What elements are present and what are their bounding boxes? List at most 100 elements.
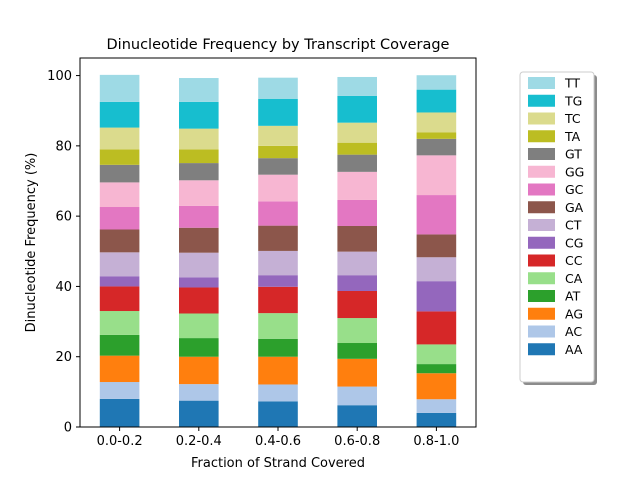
legend-label-gg: GG [565,164,584,179]
bar-tc-0 [99,127,140,150]
bar-ct-2 [258,250,298,276]
bar-cc-1 [179,287,219,314]
bar-gt-3 [337,154,377,172]
bar-aa-0 [99,398,140,427]
bar-gc-0 [99,207,140,230]
bar-ta-4 [416,132,457,139]
chart-title: Dinucleotide Frequency by Transcript Cov… [107,37,450,53]
bar-gt-1 [179,163,219,181]
bar-cg-1 [179,277,219,288]
bar-ct-3 [337,251,377,276]
legend-swatch-aa [528,343,555,356]
bar-cg-2 [258,275,298,287]
bar-aa-1 [179,400,219,427]
x-tick-label: 0.4-0.6 [255,434,301,449]
legend-label-tg: TG [564,93,582,108]
bar-gt-4 [416,138,457,156]
bar-ca-4 [416,344,457,365]
bar-gc-4 [416,195,457,235]
bar-tt-2 [258,77,298,99]
legend: TT TG TC TA GT GG GC GA CT CG CC CA AT AG AC AA [519,71,597,385]
bar-ag-4 [416,373,457,400]
bar-tg-2 [258,98,298,126]
bar-cc-0 [99,286,140,312]
bar-tc-2 [258,125,298,146]
y-axis-label: Dinucleotide Frequency (%) [24,153,39,333]
bar-gg-0 [99,182,140,208]
bar-tg-3 [337,95,377,123]
x-tick-label: 0.8-1.0 [413,434,459,449]
bar-ga-4 [416,234,457,258]
legend-swatch-at [528,290,555,302]
legend-swatch-ta [528,130,555,143]
bar-cg-3 [337,275,377,291]
legend-swatch-ca [528,272,555,285]
legend-swatch-gc [528,183,555,196]
bar-ca-0 [99,311,140,335]
bar-tt-0 [99,74,140,102]
bar-aa-4 [416,412,457,427]
legend-label-ga: GA [565,200,584,215]
bar-ta-1 [179,149,219,164]
legend-label-ta: TA [564,129,581,144]
bar-gt-2 [258,158,298,175]
bar-ga-3 [337,225,377,252]
bar-ag-3 [337,358,377,387]
y-axis-ticks: 0 20 40 60 80 100 [47,69,80,436]
bar-ac-3 [337,386,377,406]
bar-ga-1 [179,227,219,253]
bar-aa-3 [337,405,377,427]
bar-aa-2 [258,401,298,427]
bar-ca-3 [337,318,377,344]
x-tick-label: 0.0-0.2 [97,434,143,449]
legend-label-ca: CA [565,271,583,286]
bar-tt-1 [179,78,219,102]
legend-items: TT TG TC TA GT GG GC GA CT CG CC CA AT AG AC AA [528,76,584,357]
bar-ta-2 [258,145,298,159]
bar-tc-1 [179,128,219,150]
bar-ca-2 [258,313,298,339]
bar-cc-4 [416,311,457,345]
legend-swatch-tc [528,112,555,125]
legend-label-ac: AC [565,324,582,339]
bar-gg-1 [179,180,219,206]
legend-swatch-gg [528,165,555,178]
bar-at-2 [258,338,298,357]
bar-gc-3 [337,199,377,226]
bar-at-4 [416,364,457,374]
x-axis-ticks: 0.0-0.2 0.2-0.4 0.4-0.6 0.6-0.8 0.8-1.0 [97,427,459,449]
legend-label-tc: TC [564,111,581,126]
legend-label-aa: AA [565,342,583,357]
legend-swatch-ag [528,307,555,320]
bar-gt-0 [99,164,140,183]
bar-ct-4 [416,257,457,282]
legend-swatch-cg [528,236,555,249]
bar-ac-1 [179,384,219,401]
bar-gg-2 [258,174,298,202]
legend-label-tt: TT [564,76,580,91]
bar-tg-0 [99,101,140,128]
bar-ag-1 [179,356,219,385]
legend-swatch-cc [528,254,555,267]
legend-label-gt: GT [565,147,582,162]
bar-ga-0 [99,229,140,253]
bar-ag-0 [99,355,140,383]
y-tick-label: 80 [55,139,72,154]
bar-cg-4 [416,281,457,312]
bar-ac-2 [258,384,298,402]
y-tick-label: 60 [55,210,72,225]
legend-swatch-tt [528,77,555,89]
bar-ta-3 [337,142,377,155]
x-axis-label: Fraction of Strand Covered [191,456,365,471]
bar-ct-0 [99,252,140,277]
bar-ta-0 [99,149,140,165]
bar-at-1 [179,338,219,357]
bar-cg-0 [99,276,140,287]
plot-frame [79,57,477,428]
y-tick-label: 20 [55,350,72,365]
bar-gg-3 [337,171,377,200]
bar-ac-0 [99,382,140,399]
bar-tg-4 [416,89,457,113]
legend-label-ag: AG [565,306,583,321]
legend-swatch-gt [528,148,555,160]
